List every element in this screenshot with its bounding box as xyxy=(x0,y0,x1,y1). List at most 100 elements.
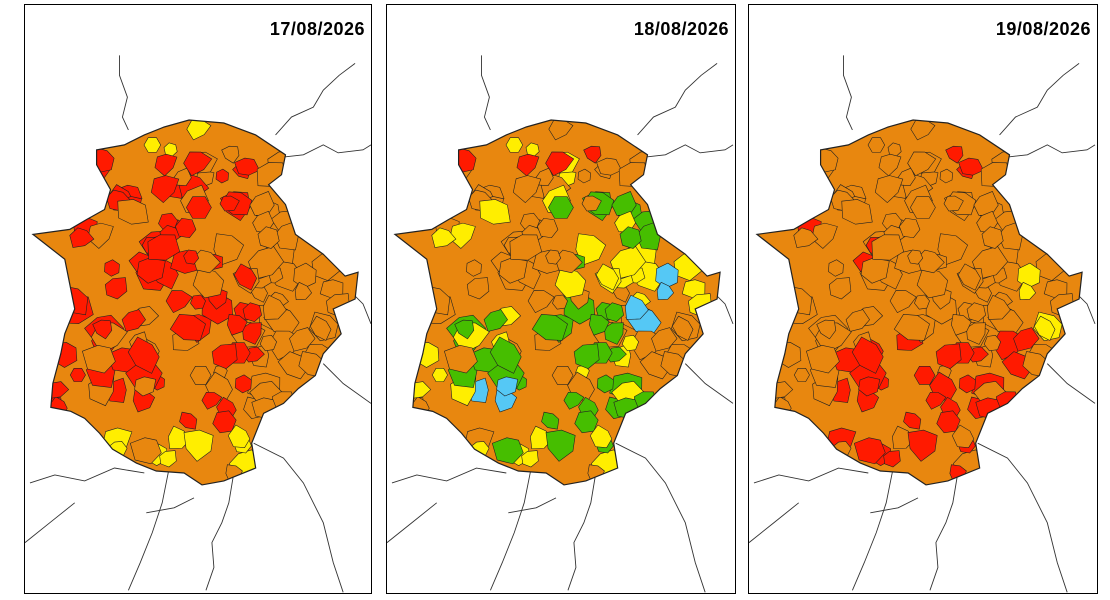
municipality xyxy=(169,313,206,341)
municipality xyxy=(851,336,884,374)
municipality xyxy=(186,120,212,141)
map-date-2: 18/08/2026 xyxy=(633,19,729,39)
municipality xyxy=(189,366,212,385)
municipality xyxy=(874,175,904,204)
municipality xyxy=(619,226,642,249)
province-boundary xyxy=(1076,293,1096,325)
municipality xyxy=(159,450,177,468)
municipality xyxy=(509,234,543,261)
municipality xyxy=(883,450,901,468)
province-boundary xyxy=(25,502,75,543)
municipality xyxy=(551,366,574,385)
municipality xyxy=(595,263,620,291)
province-boundary xyxy=(851,467,894,591)
municipality xyxy=(466,259,482,277)
municipality xyxy=(134,376,157,397)
municipality xyxy=(914,294,930,310)
province-boundary xyxy=(1046,363,1096,404)
municipality xyxy=(893,314,930,341)
municipality xyxy=(212,410,237,434)
municipality xyxy=(651,327,678,352)
municipality xyxy=(604,302,624,323)
municipality xyxy=(521,450,539,468)
province-boundary xyxy=(387,502,437,543)
municipality xyxy=(233,263,257,291)
municipality xyxy=(444,345,478,374)
municipality xyxy=(816,319,837,340)
municipality xyxy=(536,217,559,239)
province-boundary xyxy=(489,467,532,591)
region-outline xyxy=(755,119,1083,486)
municipality xyxy=(183,429,214,462)
province-boundary xyxy=(508,497,557,514)
municipality xyxy=(545,429,576,462)
municipality xyxy=(1013,327,1040,352)
municipality xyxy=(257,226,280,249)
municipality xyxy=(309,315,332,341)
municipality xyxy=(165,290,193,314)
municipality xyxy=(828,259,844,277)
municipality xyxy=(981,226,1004,249)
municipality xyxy=(242,302,262,323)
municipality xyxy=(554,249,583,274)
municipality xyxy=(294,281,313,301)
municipality xyxy=(552,294,568,310)
municipality xyxy=(583,145,602,164)
municipality xyxy=(143,137,162,153)
municipality xyxy=(491,437,524,465)
map-panel-2: 18/08/2026 xyxy=(386,4,736,594)
province-boundary xyxy=(146,497,195,514)
municipality xyxy=(147,234,181,261)
municipality xyxy=(431,227,457,248)
municipality xyxy=(889,290,917,314)
municipality xyxy=(671,315,694,341)
region-outline xyxy=(31,119,359,486)
municipality xyxy=(958,157,984,176)
municipality xyxy=(117,199,149,225)
municipality xyxy=(871,234,905,261)
municipality xyxy=(127,336,160,374)
municipality xyxy=(935,343,962,369)
province-boundary xyxy=(843,55,853,131)
municipality xyxy=(621,334,639,352)
province-boundary xyxy=(637,62,718,136)
municipality xyxy=(903,411,922,430)
municipality xyxy=(454,319,475,340)
municipality xyxy=(234,374,252,394)
municipality xyxy=(262,294,287,320)
municipality xyxy=(104,259,120,277)
municipality xyxy=(545,151,575,177)
municipality xyxy=(548,120,574,141)
map-date-1: 17/08/2026 xyxy=(269,19,365,39)
municipality xyxy=(215,168,229,184)
municipality xyxy=(916,249,945,274)
municipality xyxy=(541,411,560,430)
province-boundary xyxy=(205,472,235,591)
municipality xyxy=(806,345,840,374)
municipality xyxy=(958,374,976,394)
municipality xyxy=(82,345,116,374)
municipality xyxy=(289,327,316,352)
municipality xyxy=(951,313,972,336)
province-boundary xyxy=(615,442,706,593)
municipality xyxy=(936,410,961,434)
municipality xyxy=(219,195,240,212)
municipality xyxy=(596,157,622,176)
municipality xyxy=(793,368,810,382)
province-boundary xyxy=(29,467,145,484)
province-boundary xyxy=(999,62,1080,136)
municipality xyxy=(656,281,675,301)
municipality xyxy=(943,195,964,212)
province-boundary xyxy=(285,144,371,158)
province-boundary xyxy=(275,63,356,136)
map-canvas-1 xyxy=(25,55,371,593)
province-boundary xyxy=(870,497,919,514)
municipality xyxy=(853,437,886,465)
municipality xyxy=(907,429,938,462)
province-boundary xyxy=(1009,144,1096,158)
municipality xyxy=(496,376,519,397)
municipality xyxy=(498,257,528,284)
province-boundary xyxy=(322,363,371,404)
municipality xyxy=(596,374,614,394)
map-canvas-3 xyxy=(749,55,1096,593)
